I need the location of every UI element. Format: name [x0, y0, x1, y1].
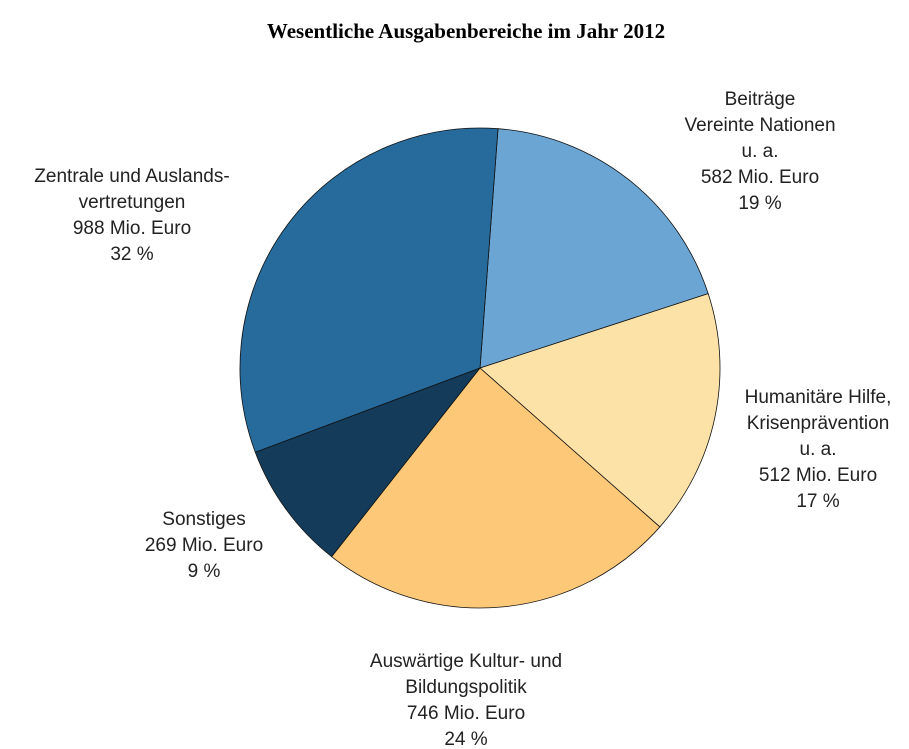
slice-label: Sonstiges 269 Mio. Euro 9 %	[145, 509, 263, 582]
category-label: Krisenprävention	[747, 413, 890, 434]
percent-label: 17 %	[796, 491, 839, 512]
slice-label: Humanitäre Hilfe, Krisenprävention u. a. 51…	[745, 387, 892, 512]
value-label: 988 Mio. Euro	[73, 218, 191, 239]
category-label: Beiträge	[725, 89, 796, 110]
value-label: 746 Mio. Euro	[407, 703, 525, 724]
category-label: Auswärtige Kultur- und	[370, 651, 562, 672]
category-label: Bildungspolitik	[405, 677, 527, 698]
chart-title: Wesentliche Ausgabenbereiche im Jahr 201…	[267, 19, 665, 43]
category-label: Vereinte Nationen	[684, 115, 835, 136]
value-label: 269 Mio. Euro	[145, 535, 263, 556]
category-label: Sonstiges	[162, 509, 245, 530]
slice-label: Auswärtige Kultur- und Bildungspolitik 746…	[370, 651, 562, 749]
pie-slice	[254, 367, 482, 558]
category-label: vertretungen	[79, 192, 186, 213]
category-label: u. a.	[800, 439, 837, 460]
percent-label: 9 %	[188, 561, 221, 582]
percent-label: 24 %	[444, 729, 487, 749]
value-label: 582 Mio. Euro	[701, 167, 819, 188]
percent-label: 19 %	[738, 193, 781, 214]
slice-label: Zentrale und Auslands-vertretungen 988 Mi…	[34, 166, 229, 265]
pie-slice	[239, 127, 499, 453]
slice-label: Beiträge Vereinte Nationen u. a. 582 Mio. E…	[684, 89, 835, 214]
category-label: Humanitäre Hilfe,	[745, 387, 892, 408]
pie-slice	[331, 367, 661, 609]
pie-slice	[479, 128, 709, 369]
value-label: 512 Mio. Euro	[759, 465, 877, 486]
pie-slice	[479, 293, 721, 528]
category-label: u. a.	[742, 141, 779, 162]
percent-label: 32 %	[110, 244, 153, 265]
category-label: Zentrale und Auslands-	[34, 166, 229, 187]
